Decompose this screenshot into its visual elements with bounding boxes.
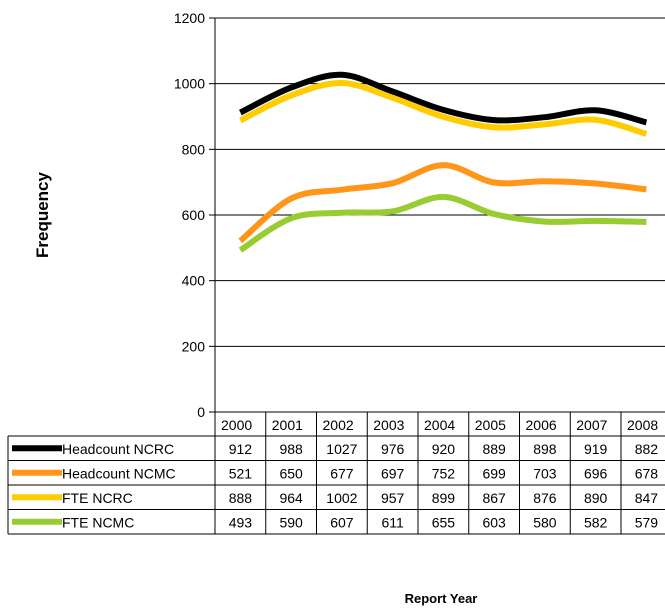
table-cell: 603: [482, 515, 506, 531]
x-tick-label: 2002: [323, 417, 354, 433]
series-name: FTE NCMC: [62, 515, 134, 531]
table-cell: 976: [381, 441, 405, 457]
x-tick-label: 2005: [475, 417, 506, 433]
table-cell: 650: [279, 466, 303, 482]
table-cell: 919: [584, 441, 608, 457]
x-tick-label: 2007: [576, 417, 607, 433]
table-cell: 888: [229, 490, 253, 506]
x-axis-label: Report Year: [405, 591, 478, 606]
table-cell: 611: [381, 515, 404, 531]
table-cell: 697: [381, 466, 405, 482]
table-cell: 607: [330, 515, 354, 531]
table-cell: 582: [584, 515, 608, 531]
table-cell: 964: [279, 490, 303, 506]
x-tick-label: 2003: [373, 417, 404, 433]
x-tick-label: 2001: [272, 417, 303, 433]
table-cell: 889: [482, 441, 506, 457]
x-tick-label: 2000: [221, 417, 252, 433]
table-cell: 899: [432, 490, 456, 506]
y-tick-label: 1200: [174, 10, 205, 26]
series-name: FTE NCRC: [62, 490, 133, 506]
table-cell: 493: [229, 515, 253, 531]
table-cell: 847: [635, 490, 659, 506]
table-cell: 920: [432, 441, 456, 457]
series-name: Headcount NCMC: [62, 466, 176, 482]
table-cell: 890: [584, 490, 608, 506]
table-cell: 912: [229, 441, 253, 457]
table-cell: 752: [432, 466, 456, 482]
table-cell: 703: [533, 466, 557, 482]
table-cell: 988: [279, 441, 303, 457]
x-tick-label: 2006: [526, 417, 557, 433]
series-name: Headcount NCRC: [62, 441, 174, 457]
data-table: 2000 2001 2002 2003 2004 2005 2006 2007 2008 Head…: [7, 411, 665, 535]
table-cell: 699: [482, 466, 506, 482]
table-cell: 696: [584, 466, 608, 482]
y-axis: 0 200 400 600 800 1000 1200: [174, 10, 216, 420]
table-cell: 590: [279, 515, 303, 531]
table-cell: 867: [482, 490, 506, 506]
y-tick-label: 600: [182, 207, 206, 223]
table-cell: 957: [381, 490, 405, 506]
series-line-2: [238, 162, 647, 244]
table-cell: 882: [635, 441, 659, 457]
table-cell: 655: [432, 515, 456, 531]
table-cell: 677: [330, 466, 354, 482]
series-line-1: [239, 71, 648, 126]
y-tick-label: 200: [182, 338, 206, 354]
table-cell: 678: [635, 466, 659, 482]
x-tick-label: 2004: [424, 417, 455, 433]
table-cell: 580: [533, 515, 557, 531]
table-cell: 579: [635, 515, 659, 531]
table-cell: 1002: [326, 490, 357, 506]
table-cell: 1027: [326, 441, 357, 457]
x-tick-label: 2008: [627, 417, 658, 433]
y-tick-label: 400: [182, 273, 206, 289]
y-tick-label: 0: [197, 404, 205, 420]
y-axis-label: Frequency: [33, 171, 52, 258]
table-cell: 898: [533, 441, 557, 457]
gridlines: [215, 17, 665, 347]
y-tick-label: 1000: [174, 76, 205, 92]
series-line-4: [238, 193, 647, 253]
table-cell: 521: [229, 466, 253, 482]
series-line-3: [239, 79, 648, 137]
table-cell: 876: [533, 490, 557, 506]
y-tick-label: 800: [182, 141, 206, 157]
series-lines: [238, 71, 648, 253]
